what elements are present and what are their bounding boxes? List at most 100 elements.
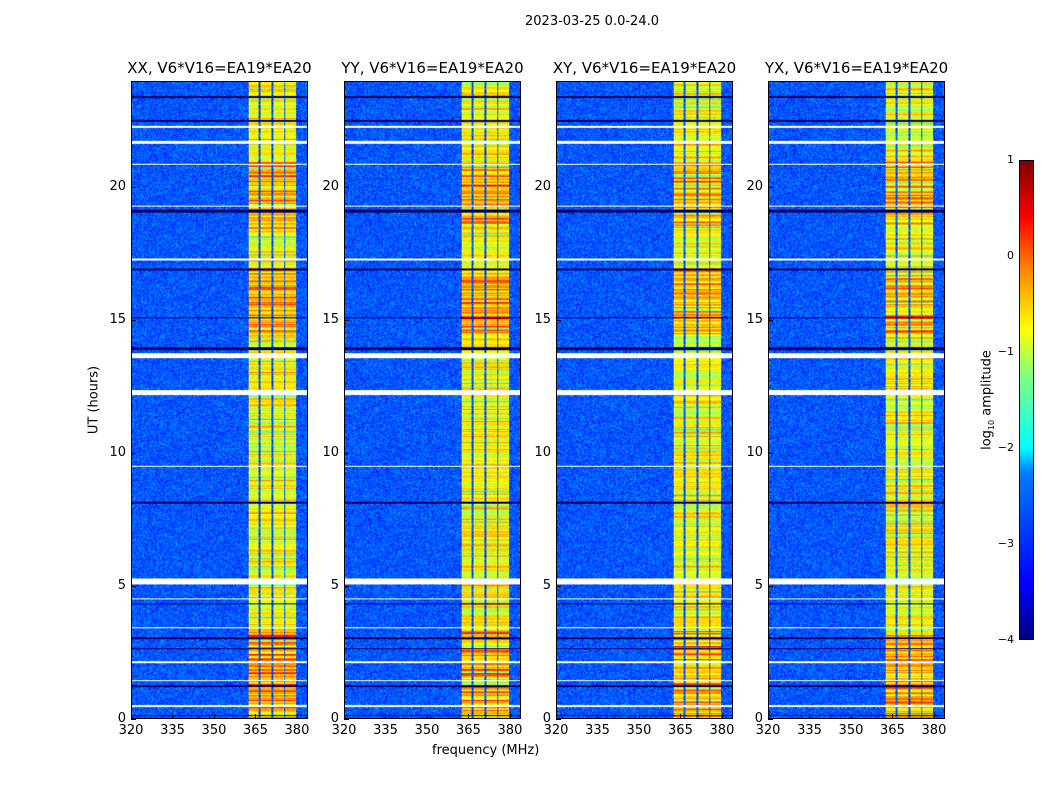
y-tick-label: 5 <box>542 578 551 594</box>
y-tick-label: 0 <box>330 711 339 726</box>
y-tick-mark <box>556 187 561 189</box>
y-tick-label: 0 <box>117 711 126 726</box>
panel-title: XY, V6*V16=EA19*EA20 <box>552 59 737 77</box>
y-tick-mark <box>344 320 349 322</box>
y-tick-label: 15 <box>534 312 551 328</box>
x-tick-mark <box>933 714 935 719</box>
y-tick-label: 10 <box>109 445 126 461</box>
spectrogram-image <box>557 82 732 718</box>
x-tick-mark <box>638 714 640 719</box>
x-tick-label: 365 <box>243 723 268 738</box>
x-tick-label: 335 <box>160 723 185 738</box>
x-tick-mark <box>296 714 298 719</box>
y-tick-mark <box>344 187 349 189</box>
y-tick-mark <box>131 320 136 322</box>
y-tick-label: 20 <box>746 179 763 195</box>
x-tick-mark <box>172 714 174 719</box>
spectrogram-image <box>769 82 944 718</box>
x-tick-label: 350 <box>626 723 652 738</box>
colorbar-tick-label: −3 <box>997 537 1014 550</box>
y-tick-mark <box>131 453 136 455</box>
x-tick-mark <box>131 714 132 719</box>
y-tick-label: 20 <box>534 179 551 195</box>
y-tick-label: 10 <box>534 445 551 461</box>
y-tick-label: 15 <box>109 312 126 328</box>
x-tick-mark <box>680 714 682 719</box>
x-tick-mark <box>809 714 811 719</box>
x-axis-label: frequency (MHz) <box>432 743 540 758</box>
y-tick-mark <box>768 320 773 322</box>
heatmap-panel-1 <box>344 81 521 719</box>
x-tick-label: 350 <box>414 723 440 738</box>
y-tick-label: 5 <box>117 578 126 594</box>
heatmap-panel-3 <box>768 81 945 719</box>
x-tick-mark <box>721 714 723 719</box>
x-tick-label: 320 <box>755 723 781 738</box>
y-tick-label: 15 <box>322 312 339 328</box>
panel-title: XX, V6*V16=EA19*EA20 <box>127 59 312 77</box>
panel-title: YX, V6*V16=EA19*EA20 <box>764 59 949 77</box>
x-tick-label: 320 <box>543 723 569 738</box>
panel-title: YY, V6*V16=EA19*EA20 <box>341 59 524 77</box>
y-tick-mark <box>556 719 561 720</box>
x-tick-label: 365 <box>880 723 905 738</box>
y-tick-mark <box>131 719 136 720</box>
x-tick-label: 320 <box>118 723 144 738</box>
y-tick-label: 5 <box>754 578 763 594</box>
x-tick-mark <box>344 714 345 719</box>
x-tick-label: 365 <box>668 723 693 738</box>
y-tick-mark <box>131 586 136 588</box>
x-tick-mark <box>468 714 470 719</box>
figure-title: 2023-03-25 0.0-24.0 <box>525 14 659 29</box>
x-tick-label: 380 <box>921 723 947 738</box>
x-tick-label: 350 <box>838 723 864 738</box>
colorbar-label: log10 amplitude <box>979 350 997 450</box>
spectrogram-image <box>132 82 307 718</box>
colorbar-tick-label: −2 <box>997 441 1014 454</box>
x-tick-label: 380 <box>709 723 735 738</box>
y-tick-label: 0 <box>542 711 551 726</box>
y-tick-label: 5 <box>330 578 339 594</box>
x-tick-label: 335 <box>585 723 610 738</box>
x-tick-label: 350 <box>201 723 227 738</box>
y-tick-mark <box>131 187 136 189</box>
x-tick-mark <box>426 714 428 719</box>
x-tick-mark <box>892 714 894 719</box>
y-tick-mark <box>556 453 561 455</box>
x-tick-mark <box>850 714 852 719</box>
y-tick-mark <box>344 453 349 455</box>
y-tick-label: 15 <box>746 312 763 328</box>
x-tick-mark <box>385 714 387 719</box>
x-tick-mark <box>768 714 769 719</box>
colorbar-tick-label: 1 <box>1007 153 1014 166</box>
y-tick-mark <box>556 320 561 322</box>
colorbar <box>1019 160 1034 640</box>
colorbar-tick-label: −4 <box>997 633 1014 646</box>
x-tick-label: 335 <box>373 723 398 738</box>
y-tick-mark <box>556 586 561 588</box>
y-tick-label: 20 <box>109 179 126 195</box>
y-tick-mark <box>768 187 773 189</box>
spectrogram-image <box>345 82 520 718</box>
x-tick-mark <box>556 714 557 719</box>
y-tick-mark <box>768 719 773 720</box>
x-tick-mark <box>509 714 511 719</box>
x-tick-label: 380 <box>497 723 523 738</box>
y-tick-mark <box>768 586 773 588</box>
x-tick-mark <box>213 714 215 719</box>
x-tick-label: 365 <box>456 723 481 738</box>
x-tick-mark <box>597 714 599 719</box>
x-tick-label: 320 <box>331 723 357 738</box>
y-tick-label: 20 <box>322 179 339 195</box>
y-axis-label: UT (hours) <box>86 365 102 435</box>
x-tick-label: 335 <box>797 723 822 738</box>
y-tick-label: 0 <box>754 711 763 726</box>
y-tick-label: 10 <box>322 445 339 461</box>
y-tick-mark <box>768 453 773 455</box>
heatmap-panel-0 <box>131 81 308 719</box>
y-tick-mark <box>344 719 349 720</box>
x-tick-mark <box>255 714 257 719</box>
heatmap-panel-2 <box>556 81 733 719</box>
y-tick-label: 10 <box>746 445 763 461</box>
